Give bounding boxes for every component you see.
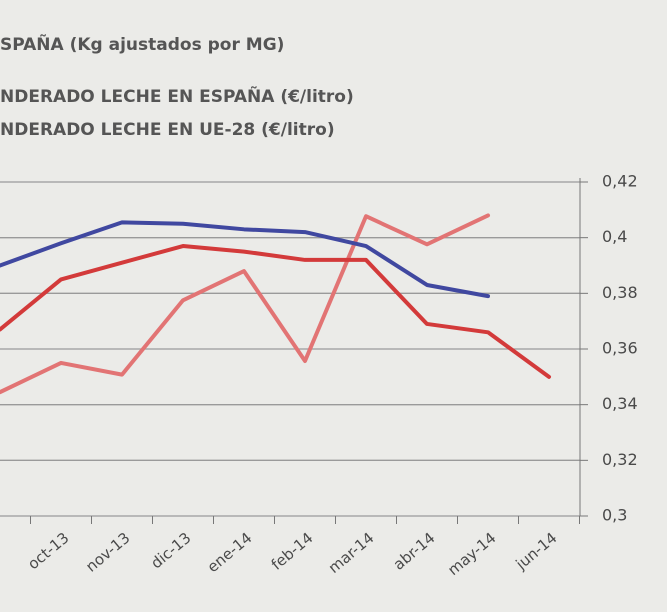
y2-tick-label: 0,34 (602, 394, 638, 413)
legend-label: NDERADO LECHE EN ESPAÑA (€/litro) (0, 84, 354, 107)
series-line (0, 213, 490, 395)
y2-tick-label: 0,36 (602, 339, 638, 358)
y2-tick-label: 0,3 (602, 506, 627, 525)
y2-tick-label: 0,38 (602, 283, 638, 302)
series-line (0, 244, 551, 379)
y2-tick-label: 0,42 (602, 172, 638, 191)
legend-label: SPAÑA (Kg ajustados por MG) (0, 32, 284, 55)
legend-label: NDERADO LECHE EN UE-28 (€/litro) (0, 120, 335, 140)
series-line (0, 220, 490, 299)
y2-tick-label: 0,32 (602, 450, 638, 469)
y2-tick-label: 0,4 (602, 227, 627, 246)
